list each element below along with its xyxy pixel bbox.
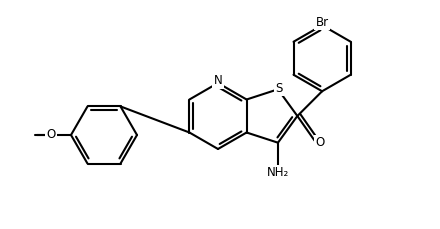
Text: O: O — [315, 136, 324, 149]
Text: Br: Br — [315, 16, 329, 29]
Text: O: O — [46, 128, 55, 142]
Text: S: S — [275, 82, 282, 95]
Text: NH₂: NH₂ — [267, 166, 289, 179]
Text: N: N — [214, 74, 222, 87]
